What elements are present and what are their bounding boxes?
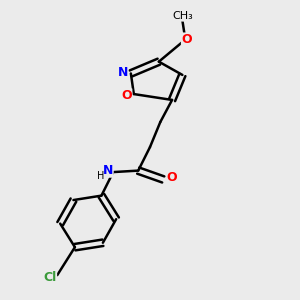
Text: H: H [97,171,104,181]
Text: Cl: Cl [43,271,56,284]
Text: O: O [121,89,132,102]
Text: N: N [103,164,113,177]
Text: N: N [117,66,128,79]
Text: O: O [182,33,192,46]
Text: CH₃: CH₃ [172,11,193,21]
Text: O: O [167,172,177,184]
